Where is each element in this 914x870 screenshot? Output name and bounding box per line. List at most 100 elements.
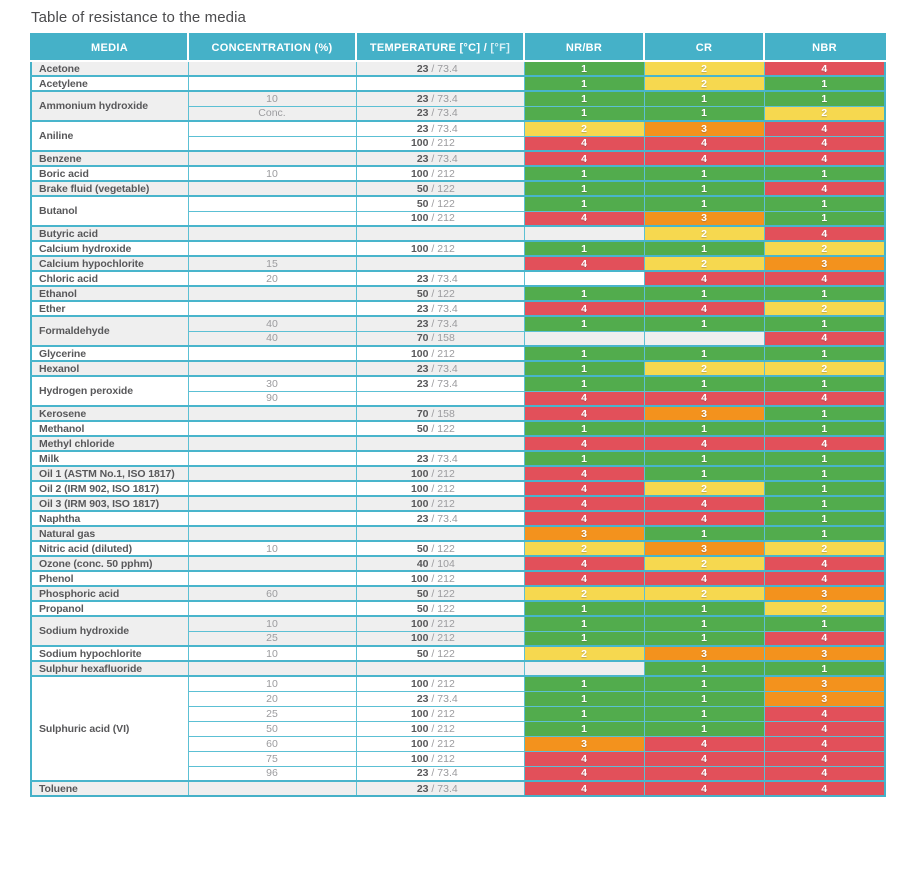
rating-cell-nbr: 1: [763, 285, 886, 302]
table-row: 60 100 / 212 3 4 4: [31, 735, 886, 752]
rating-cell-cr: 1: [643, 690, 765, 707]
rating-cell-nbr: 1: [763, 375, 886, 392]
temperature-cell: 100 / 212: [355, 720, 525, 737]
rating-cell-nr-br: 1: [523, 195, 645, 212]
concentration-cell: [187, 405, 357, 422]
rating-cell-cr: 2: [643, 255, 765, 272]
table-row: Methanol 50 / 122 1 1 1: [30, 420, 886, 437]
rating-cell-nr-br: 1: [523, 690, 645, 707]
rating-cell-cr: 1: [643, 165, 765, 182]
media-cell: Butyric acid: [30, 225, 189, 242]
rating-cell-nr-br: [523, 225, 645, 242]
temperature-cell: 23 / 73.4: [355, 510, 525, 527]
rating-cell-cr: 4: [643, 495, 765, 512]
media-cell: Nitric acid (diluted): [30, 540, 189, 557]
table-header: MEDIA CONCENTRATION (%) TEMPERATURE [°C] /…: [31, 34, 885, 62]
rating-cell-nr-br: 2: [523, 120, 645, 137]
media-cell: Oil 1 (ASTM No.1, ISO 1817): [30, 465, 189, 482]
rating-cell-nbr: 3: [763, 255, 886, 272]
temperature-cell: 100 / 212: [355, 165, 525, 182]
column-header-media: MEDIA: [31, 34, 188, 62]
rating-cell-cr: 3: [643, 540, 765, 557]
media-cell: Hydrogen peroxide: [30, 375, 189, 407]
temperature-cell: 23 / 73.4: [355, 765, 525, 782]
media-cell: Formaldehyde: [30, 315, 189, 347]
table-row: 50 100 / 212 1 1 4: [31, 720, 886, 737]
rating-cell-cr: 1: [643, 525, 765, 542]
temperature-cell: 100 / 212: [355, 135, 525, 152]
rating-cell-nr-br: [523, 270, 645, 287]
rating-cell-nbr: 4: [763, 270, 886, 287]
media-cell: Oil 3 (IRM 903, ISO 1817): [30, 495, 189, 512]
rating-cell-nr-br: 1: [523, 240, 645, 257]
table-row: Oil 2 (IRM 902, ISO 1817) 100 / 212 4 2 1: [30, 480, 886, 497]
concentration-cell: [187, 525, 357, 542]
temperature-cell: 50 / 122: [355, 420, 525, 437]
temperature-cell: 50 / 122: [355, 195, 525, 212]
rating-cell-nr-br: 1: [523, 165, 645, 182]
table-row: Butanol 50 / 122 1 1 1: [30, 195, 886, 227]
table-row: 90 4 4 4: [31, 390, 886, 407]
table-row: Naphtha 23 / 73.4 4 4 1: [30, 510, 886, 527]
rating-cell-nbr: 1: [763, 165, 886, 182]
rating-cell-nr-br: [523, 330, 645, 347]
rating-cell-nr-br: 1: [523, 60, 645, 77]
concentration-cell: 60: [187, 735, 357, 752]
rating-cell-nbr: 4: [763, 720, 886, 737]
concentration-cell: [187, 495, 357, 512]
temperature-cell: 50 / 122: [355, 180, 525, 197]
temperature-cell: 23 / 73.4: [355, 315, 525, 332]
temperature-cell: 100 / 212: [355, 495, 525, 512]
temperature-cell: 70 / 158: [355, 330, 525, 347]
column-header-cr: CR: [643, 34, 764, 62]
rating-cell-nr-br: 1: [523, 285, 645, 302]
rating-cell-nr-br: 1: [523, 420, 645, 437]
rating-cell-nr-br: 4: [523, 555, 645, 572]
media-cell: Phenol: [30, 570, 189, 587]
concentration-cell: [187, 345, 357, 362]
rating-cell-cr: 4: [643, 150, 765, 167]
temperature-cell: 40 / 104: [355, 555, 525, 572]
temperature-cell: 100 / 212: [355, 345, 525, 362]
media-cell: Methanol: [30, 420, 189, 437]
rating-cell-cr: 1: [643, 105, 765, 122]
table-row: Calcium hydroxide 100 / 212 1 1 2: [30, 240, 886, 257]
rating-cell-nbr: 1: [763, 615, 886, 632]
table-row: 25 100 / 212 1 1 4: [31, 705, 886, 722]
rating-cell-nr-br: 1: [523, 315, 645, 332]
table-row: Brake fluid (vegetable) 50 / 122 1 1 4: [30, 180, 886, 197]
rating-cell-nr-br: 1: [523, 675, 645, 692]
table-row: Oil 1 (ASTM No.1, ISO 1817) 100 / 212 4 1 1: [30, 465, 886, 482]
table-row: Hexanol 23 / 73.4 1 2 2: [30, 360, 886, 377]
rating-cell-nbr: 3: [763, 645, 886, 662]
temperature-cell: 23 / 73.4: [355, 60, 525, 77]
table-row: Glycerine 100 / 212 1 1 1: [30, 345, 886, 362]
rating-cell-cr: 2: [643, 60, 765, 77]
concentration-cell: 10: [187, 165, 357, 182]
temperature-cell: 100 / 212: [355, 630, 525, 647]
table-row: Chloric acid 20 23 / 73.4 4 4: [30, 270, 886, 287]
concentration-cell: 10: [187, 645, 357, 662]
rating-cell-cr: 2: [643, 225, 765, 242]
temperature-cell: 23 / 73.4: [355, 690, 525, 707]
table-row: Phenol 100 / 212 4 4 4: [30, 570, 886, 587]
rating-cell-nbr: 1: [763, 315, 886, 332]
rating-cell-nr-br: 2: [523, 645, 645, 662]
rating-cell-cr: 2: [643, 360, 765, 377]
temperature-cell: 23 / 73.4: [355, 105, 525, 122]
rating-cell-cr: 1: [643, 180, 765, 197]
table-row: 100 / 212 4 4 4: [31, 135, 886, 152]
rating-cell-nr-br: 4: [523, 480, 645, 497]
temperature-cell: 70 / 158: [355, 405, 525, 422]
rating-cell-cr: 4: [643, 270, 765, 287]
media-cell: Sodium hydroxide: [30, 615, 189, 647]
rating-cell-nr-br: 4: [523, 150, 645, 167]
media-cell: Naphtha: [30, 510, 189, 527]
media-cell: Aniline: [30, 120, 189, 152]
rating-cell-cr: 1: [643, 375, 765, 392]
rating-cell-nr-br: 4: [523, 255, 645, 272]
rating-cell-nbr: 4: [763, 150, 886, 167]
concentration-cell: [187, 195, 357, 212]
temperature-cell: 100 / 212: [355, 240, 525, 257]
temperature-cell: 50 / 122: [355, 285, 525, 302]
